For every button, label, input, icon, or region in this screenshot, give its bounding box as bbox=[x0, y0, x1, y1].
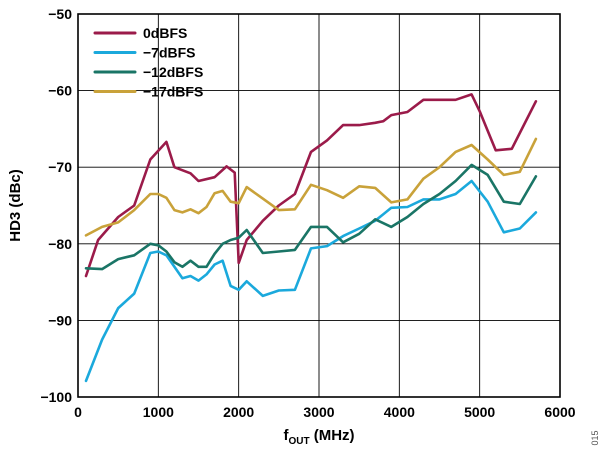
y-tick-label: −90 bbox=[48, 312, 72, 328]
x-tick-label: 2000 bbox=[223, 404, 254, 420]
grid-lines bbox=[78, 14, 560, 397]
y-tick-label: −50 bbox=[48, 6, 72, 22]
x-tick-label: 3000 bbox=[303, 404, 334, 420]
x-tick-label: 5000 bbox=[464, 404, 495, 420]
x-tick-labels: 0 1000 2000 3000 4000 5000 6000 bbox=[74, 404, 576, 420]
plot-frame bbox=[77, 13, 561, 398]
x-axis-title: fOUT (MHz) bbox=[283, 427, 354, 447]
x-tick-label: 4000 bbox=[384, 404, 415, 420]
legend-label: −7dBFS bbox=[143, 45, 196, 61]
x-axis-title-subscript: OUT bbox=[288, 436, 309, 447]
series-line-4 bbox=[84, 137, 538, 237]
figure-id: 015 bbox=[590, 430, 600, 445]
legend-label: −17dBFS bbox=[143, 84, 203, 100]
y-tick-label: −80 bbox=[48, 236, 72, 252]
x-axis-title-unit: (MHz) bbox=[310, 427, 355, 444]
legend: 0dBFS −7dBFS −12dBFS −17dBFS bbox=[93, 25, 203, 100]
y-tick-labels: −50 −60 −70 −80 −90 −100 bbox=[40, 6, 72, 405]
x-tick-label: 6000 bbox=[544, 404, 575, 420]
data-series bbox=[84, 93, 538, 383]
x-tick-label: 0 bbox=[74, 404, 82, 420]
series-line-1 bbox=[84, 93, 538, 278]
y-tick-label: −60 bbox=[48, 83, 72, 99]
y-tick-label: −70 bbox=[48, 159, 72, 175]
x-axis-title-main: f bbox=[283, 427, 289, 444]
legend-label: −12dBFS bbox=[143, 64, 203, 80]
y-axis-title: HD3 (dBc) bbox=[7, 169, 24, 242]
series-line-2 bbox=[84, 179, 538, 383]
series-line-3 bbox=[84, 163, 538, 271]
y-tick-label: −100 bbox=[40, 389, 72, 405]
legend-label: 0dBFS bbox=[143, 25, 187, 41]
x-tick-label: 1000 bbox=[143, 404, 174, 420]
